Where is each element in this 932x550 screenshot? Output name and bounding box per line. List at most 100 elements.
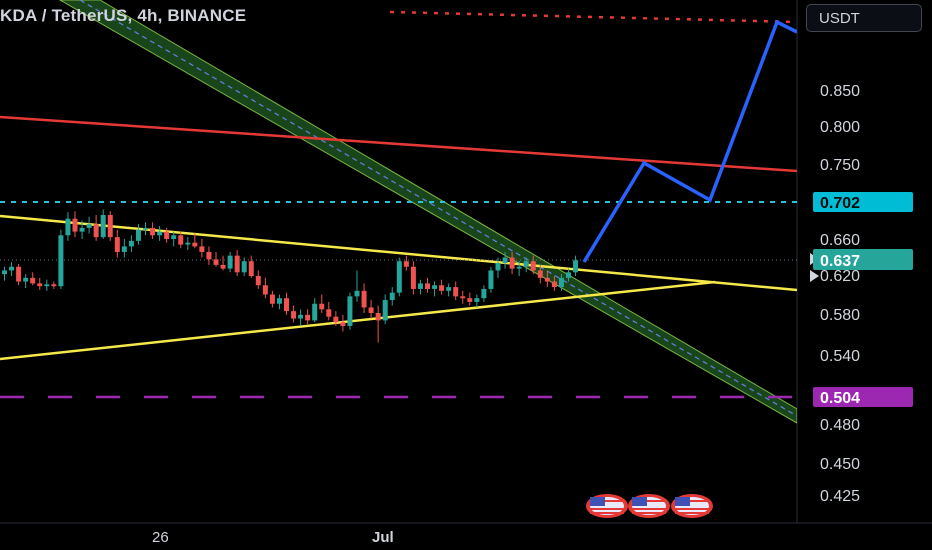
candle-body — [502, 257, 508, 264]
candle-body — [298, 314, 304, 319]
candle-body — [199, 246, 205, 252]
candlestick-series — [2, 209, 579, 343]
candle-body — [467, 298, 473, 302]
candle-body — [248, 261, 254, 276]
candle-body — [213, 259, 219, 265]
candle-body — [530, 261, 536, 271]
red-trendline — [0, 115, 797, 173]
candle-body — [206, 251, 212, 260]
y-tick-label: 0.850 — [820, 83, 860, 100]
candle-body — [396, 261, 402, 293]
candle-body — [368, 307, 374, 313]
triangle-lower-line — [0, 280, 716, 361]
badge-0504: 0.504 — [813, 387, 913, 407]
candle-body — [333, 316, 339, 323]
candle-body — [291, 311, 297, 319]
candle-body — [2, 270, 7, 275]
candle-body — [51, 284, 57, 287]
candle-body — [558, 277, 564, 288]
event-flags[interactable] — [586, 494, 713, 518]
candle-body — [312, 303, 318, 321]
current-price-label: 0.637 — [820, 253, 860, 270]
candle-body — [171, 235, 177, 239]
candle-body — [495, 263, 501, 271]
candle-body — [255, 276, 261, 286]
candle-body — [86, 224, 92, 228]
us-flag-icon[interactable] — [671, 494, 713, 518]
candle-body — [537, 270, 543, 278]
candle-body — [354, 290, 360, 297]
candle-body — [227, 255, 233, 269]
candle-body — [474, 298, 480, 302]
candle-body — [326, 309, 332, 317]
marker-triangle — [810, 270, 819, 282]
candle-body — [58, 235, 64, 287]
channel-midline — [79, 0, 797, 417]
time-axis[interactable]: 26 Jul — [152, 529, 394, 546]
candle-body — [488, 270, 494, 289]
candle-body — [509, 257, 515, 269]
y-tick-label: 0.660 — [820, 232, 860, 249]
candle-body — [410, 266, 416, 289]
candle-body — [516, 266, 522, 269]
candle-body — [107, 214, 113, 238]
candle-body — [135, 229, 141, 241]
price-axis[interactable]: 0.850 0.800 0.750 0.660 0.620 0.580 0.54… — [820, 83, 860, 505]
candle-body — [30, 277, 36, 284]
candle-body — [544, 277, 550, 282]
candle-body — [417, 283, 423, 289]
candle-body — [79, 227, 85, 232]
badge-current-price: 0.637 — [810, 249, 913, 270]
candle-body — [305, 314, 311, 321]
candle-body — [234, 255, 240, 273]
candle-body — [192, 242, 198, 247]
candle-body — [439, 285, 445, 291]
x-tick-label: 26 — [152, 529, 169, 546]
us-flag-icon[interactable] — [628, 494, 670, 518]
y-tick-label: 0.800 — [820, 119, 860, 136]
y-tick-label: 0.620 — [820, 268, 860, 285]
currency-button[interactable]: USDT — [806, 4, 922, 32]
candle-body — [9, 266, 15, 271]
badge-0702-label: 0.702 — [820, 195, 860, 212]
candle-body — [361, 290, 367, 308]
candle-body — [566, 272, 571, 278]
candle-body — [93, 224, 99, 238]
us-flag-icon[interactable] — [586, 494, 628, 518]
candle-body — [185, 242, 191, 245]
candle-body — [114, 237, 120, 252]
chart-title: KDA / TetherUS, 4h, BINANCE — [0, 6, 247, 25]
triangle-upper-line — [0, 214, 797, 292]
candle-body — [65, 218, 71, 236]
descending-channel — [58, 0, 797, 424]
candle-body — [319, 303, 325, 310]
candle-body — [453, 287, 459, 297]
candle-body — [403, 261, 409, 267]
candle-body — [44, 284, 50, 287]
candle-body — [23, 277, 29, 282]
candle-body — [425, 283, 430, 289]
candle-body — [72, 218, 78, 232]
candle-body — [481, 288, 487, 299]
candle-body — [121, 246, 127, 252]
candle-body — [523, 261, 529, 267]
candle-body — [143, 227, 148, 230]
candle-body — [347, 296, 353, 326]
candle-body — [382, 300, 388, 321]
candle-body — [37, 283, 43, 287]
candle-body — [432, 285, 438, 289]
candle-body — [269, 294, 275, 304]
candle-body — [573, 260, 579, 273]
candle-body — [164, 231, 170, 239]
candle-body — [276, 298, 282, 304]
candle-body — [446, 287, 452, 291]
candle-body — [375, 313, 381, 321]
badge-0702: 0.702 — [813, 192, 913, 212]
y-tick-label: 0.540 — [820, 348, 860, 365]
candle-body — [460, 296, 466, 299]
x-tick-label: Jul — [372, 529, 394, 546]
badge-0504-label: 0.504 — [820, 390, 860, 407]
candle-body — [150, 227, 156, 236]
